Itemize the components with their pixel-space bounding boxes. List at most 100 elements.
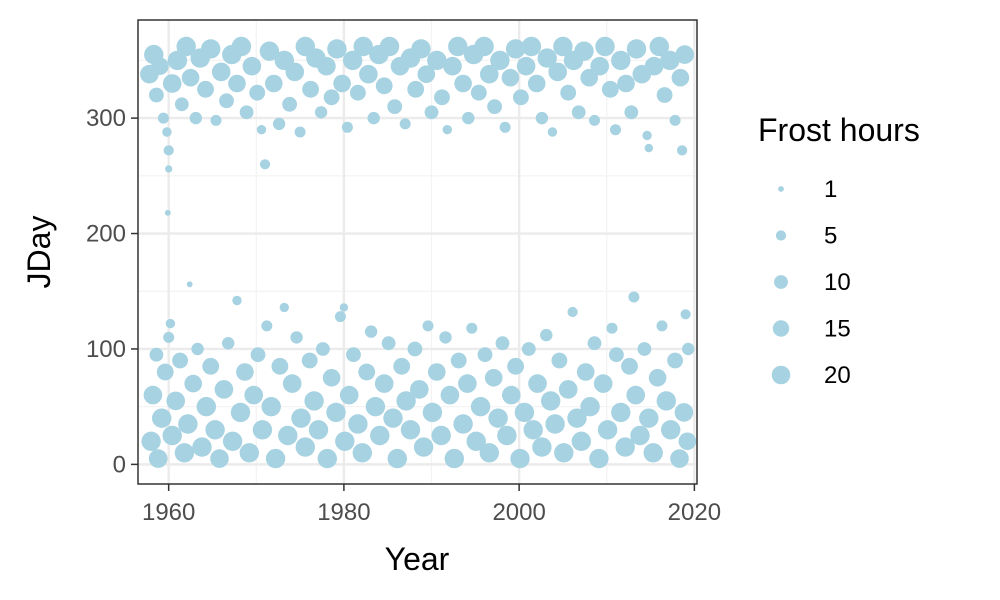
data-point bbox=[295, 437, 315, 457]
legend-label-20: 20 bbox=[824, 362, 851, 389]
data-point bbox=[501, 68, 520, 87]
data-point bbox=[143, 385, 163, 405]
data-point bbox=[490, 50, 510, 71]
data-point bbox=[558, 380, 578, 399]
data-point bbox=[189, 111, 202, 125]
y-tick-label: 0 bbox=[113, 451, 126, 478]
data-point bbox=[567, 408, 587, 428]
data-point bbox=[674, 403, 694, 422]
data-point bbox=[176, 36, 196, 57]
data-point bbox=[453, 414, 473, 434]
data-point bbox=[660, 50, 680, 71]
data-point bbox=[442, 125, 452, 135]
data-point bbox=[167, 50, 188, 71]
data-point bbox=[484, 369, 503, 387]
data-point bbox=[628, 291, 640, 303]
data-point bbox=[677, 145, 688, 156]
data-point bbox=[682, 342, 695, 356]
data-point bbox=[667, 352, 683, 369]
data-point bbox=[265, 448, 286, 469]
data-point bbox=[671, 68, 690, 87]
data-point bbox=[174, 97, 189, 112]
data-point bbox=[422, 320, 434, 332]
legend-title: Frost hours bbox=[758, 112, 920, 148]
data-point bbox=[407, 80, 425, 98]
axes: 1960 1980 2000 2020 0 100 200 300 bbox=[86, 19, 721, 526]
data-point bbox=[192, 437, 212, 457]
data-point bbox=[333, 74, 351, 93]
data-point bbox=[510, 448, 530, 469]
data-point bbox=[387, 448, 407, 469]
data-point bbox=[231, 36, 252, 57]
legend-key-20 bbox=[771, 365, 791, 385]
data-point bbox=[495, 336, 510, 351]
data-point bbox=[439, 331, 452, 344]
legend-key-15 bbox=[772, 320, 790, 337]
data-point bbox=[353, 36, 373, 57]
data-point bbox=[196, 397, 216, 417]
data-point bbox=[205, 420, 225, 440]
data-point bbox=[359, 64, 378, 84]
data-point bbox=[527, 74, 546, 93]
data-point bbox=[178, 414, 198, 434]
data-point bbox=[621, 357, 638, 375]
x-tick-label: 1980 bbox=[317, 499, 370, 526]
data-point bbox=[278, 425, 298, 446]
data-point bbox=[551, 352, 568, 369]
data-point bbox=[410, 380, 429, 399]
data-point bbox=[644, 56, 664, 76]
data-point bbox=[152, 408, 172, 428]
data-point bbox=[624, 105, 639, 120]
data-point bbox=[648, 369, 667, 387]
data-point bbox=[156, 363, 174, 381]
data-point bbox=[308, 420, 329, 440]
data-point bbox=[479, 443, 499, 463]
data-point bbox=[335, 431, 355, 451]
data-point bbox=[513, 89, 529, 106]
data-point bbox=[272, 117, 286, 131]
data-point bbox=[611, 50, 631, 71]
data-point bbox=[643, 443, 663, 463]
y-tick-label: 200 bbox=[86, 221, 126, 248]
data-point bbox=[523, 420, 543, 440]
data-point bbox=[381, 336, 396, 351]
data-point bbox=[528, 374, 547, 393]
data-point bbox=[285, 62, 305, 82]
data-point bbox=[474, 36, 494, 57]
data-point bbox=[669, 114, 681, 126]
data-point bbox=[590, 56, 609, 76]
data-point bbox=[626, 385, 645, 405]
data-point bbox=[626, 39, 647, 59]
data-point bbox=[265, 74, 283, 93]
data-point bbox=[314, 106, 328, 119]
data-point bbox=[462, 111, 475, 125]
data-point bbox=[222, 431, 243, 451]
data-point bbox=[444, 448, 464, 469]
data-point bbox=[589, 448, 609, 469]
data-point bbox=[553, 36, 573, 57]
data-point bbox=[554, 443, 574, 463]
data-point bbox=[656, 87, 673, 103]
data-point bbox=[514, 402, 535, 423]
data-point bbox=[571, 105, 586, 120]
data-point bbox=[507, 357, 524, 375]
data-point bbox=[358, 363, 376, 381]
data-point bbox=[304, 391, 324, 411]
data-point bbox=[521, 36, 542, 57]
x-tick-label: 2000 bbox=[492, 499, 545, 526]
data-point bbox=[172, 352, 189, 369]
data-point bbox=[383, 408, 403, 428]
data-point bbox=[164, 209, 171, 216]
data-point bbox=[656, 391, 676, 411]
data-point bbox=[364, 325, 378, 338]
data-point bbox=[214, 380, 234, 399]
data-point bbox=[271, 357, 289, 375]
data-point bbox=[545, 414, 565, 434]
legend-key-5 bbox=[775, 230, 787, 241]
legend-label-10: 10 bbox=[824, 269, 851, 296]
data-point bbox=[580, 397, 600, 417]
data-point bbox=[279, 302, 289, 313]
data-point bbox=[165, 318, 176, 329]
data-point bbox=[291, 408, 311, 428]
